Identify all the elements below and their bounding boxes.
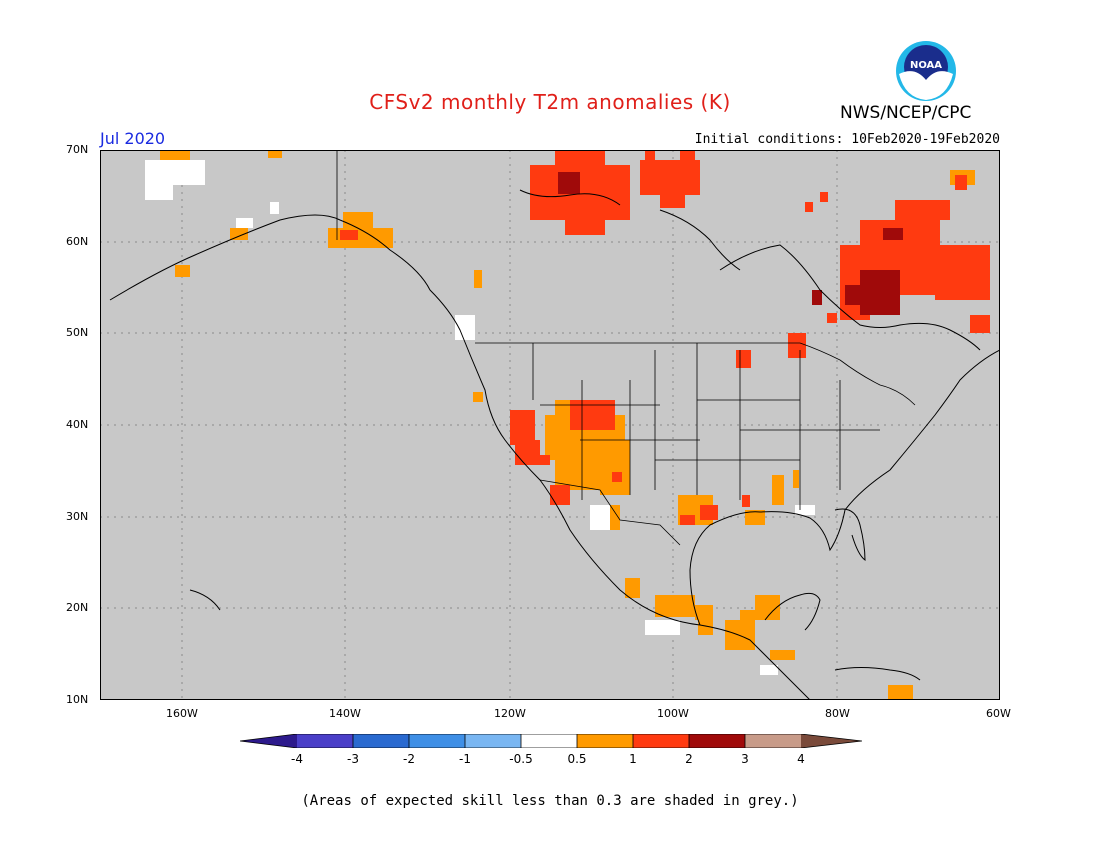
lat-label-60n: 60N (66, 235, 89, 248)
map-title: CFSv2 monthly T2m anomalies (K) (369, 90, 731, 114)
colorbar-segment-8 (689, 734, 745, 748)
colorbar-segment-2 (353, 734, 409, 748)
colorbar-tick-4: -0.5 (509, 752, 533, 766)
svg-text:NOAA: NOAA (910, 60, 942, 71)
colorbar-tick-3: -1 (459, 752, 471, 766)
lat-label-70n: 70N (66, 143, 89, 156)
colorbar-segment-7 (633, 734, 689, 748)
colorbar-tick-9: 4 (797, 752, 805, 766)
lon-label-100w: 100W (657, 707, 689, 720)
lat-label-20n: 20N (66, 601, 89, 614)
colorbar-segment-3 (409, 734, 465, 748)
lon-label-120w: 120W (494, 707, 526, 720)
colorbar-segment-1 (297, 734, 353, 748)
lon-label-60w: 60W (986, 707, 1011, 720)
colorbar-tick-2: -2 (403, 752, 415, 766)
colorbar-segment-5 (521, 734, 577, 748)
skill-footnote: (Areas of expected skill less than 0.3 a… (301, 793, 799, 809)
colorbar-tick-8: 3 (741, 752, 749, 766)
anomaly-cells (145, 150, 990, 700)
colorbar-segment-10 (801, 734, 862, 748)
lat-label-30n: 30N (66, 510, 89, 523)
agency-label: NWS/NCEP/CPC (840, 103, 972, 123)
initial-conditions: Initial conditions: 10Feb2020-19Feb2020 (694, 132, 1000, 147)
colorbar-tick-1: -3 (347, 752, 359, 766)
lon-label-140w: 140W (329, 707, 361, 720)
lon-label-160w: 160W (166, 707, 198, 720)
lon-label-80w: 80W (825, 707, 850, 720)
political-borders (336, 150, 916, 546)
colorbar-tick-6: 1 (629, 752, 637, 766)
forecast-month: Jul 2020 (100, 129, 166, 148)
anomaly-map (100, 150, 1000, 700)
colorbar (240, 734, 862, 748)
colorbar-tick-7: 2 (685, 752, 693, 766)
colorbar-tick-0: -4 (291, 752, 303, 766)
colorbar-segment-0 (240, 734, 297, 748)
colorbar-segment-6 (577, 734, 633, 748)
noaa-logo-icon: NOAA (896, 41, 956, 101)
coastlines (109, 189, 1000, 700)
colorbar-segment-4 (465, 734, 521, 748)
colorbar-tick-5: 0.5 (567, 752, 587, 766)
colorbar-segment-9 (745, 734, 801, 748)
lat-label-10n: 10N (66, 693, 89, 706)
lat-label-40n: 40N (66, 418, 89, 431)
lat-label-50n: 50N (66, 326, 89, 339)
